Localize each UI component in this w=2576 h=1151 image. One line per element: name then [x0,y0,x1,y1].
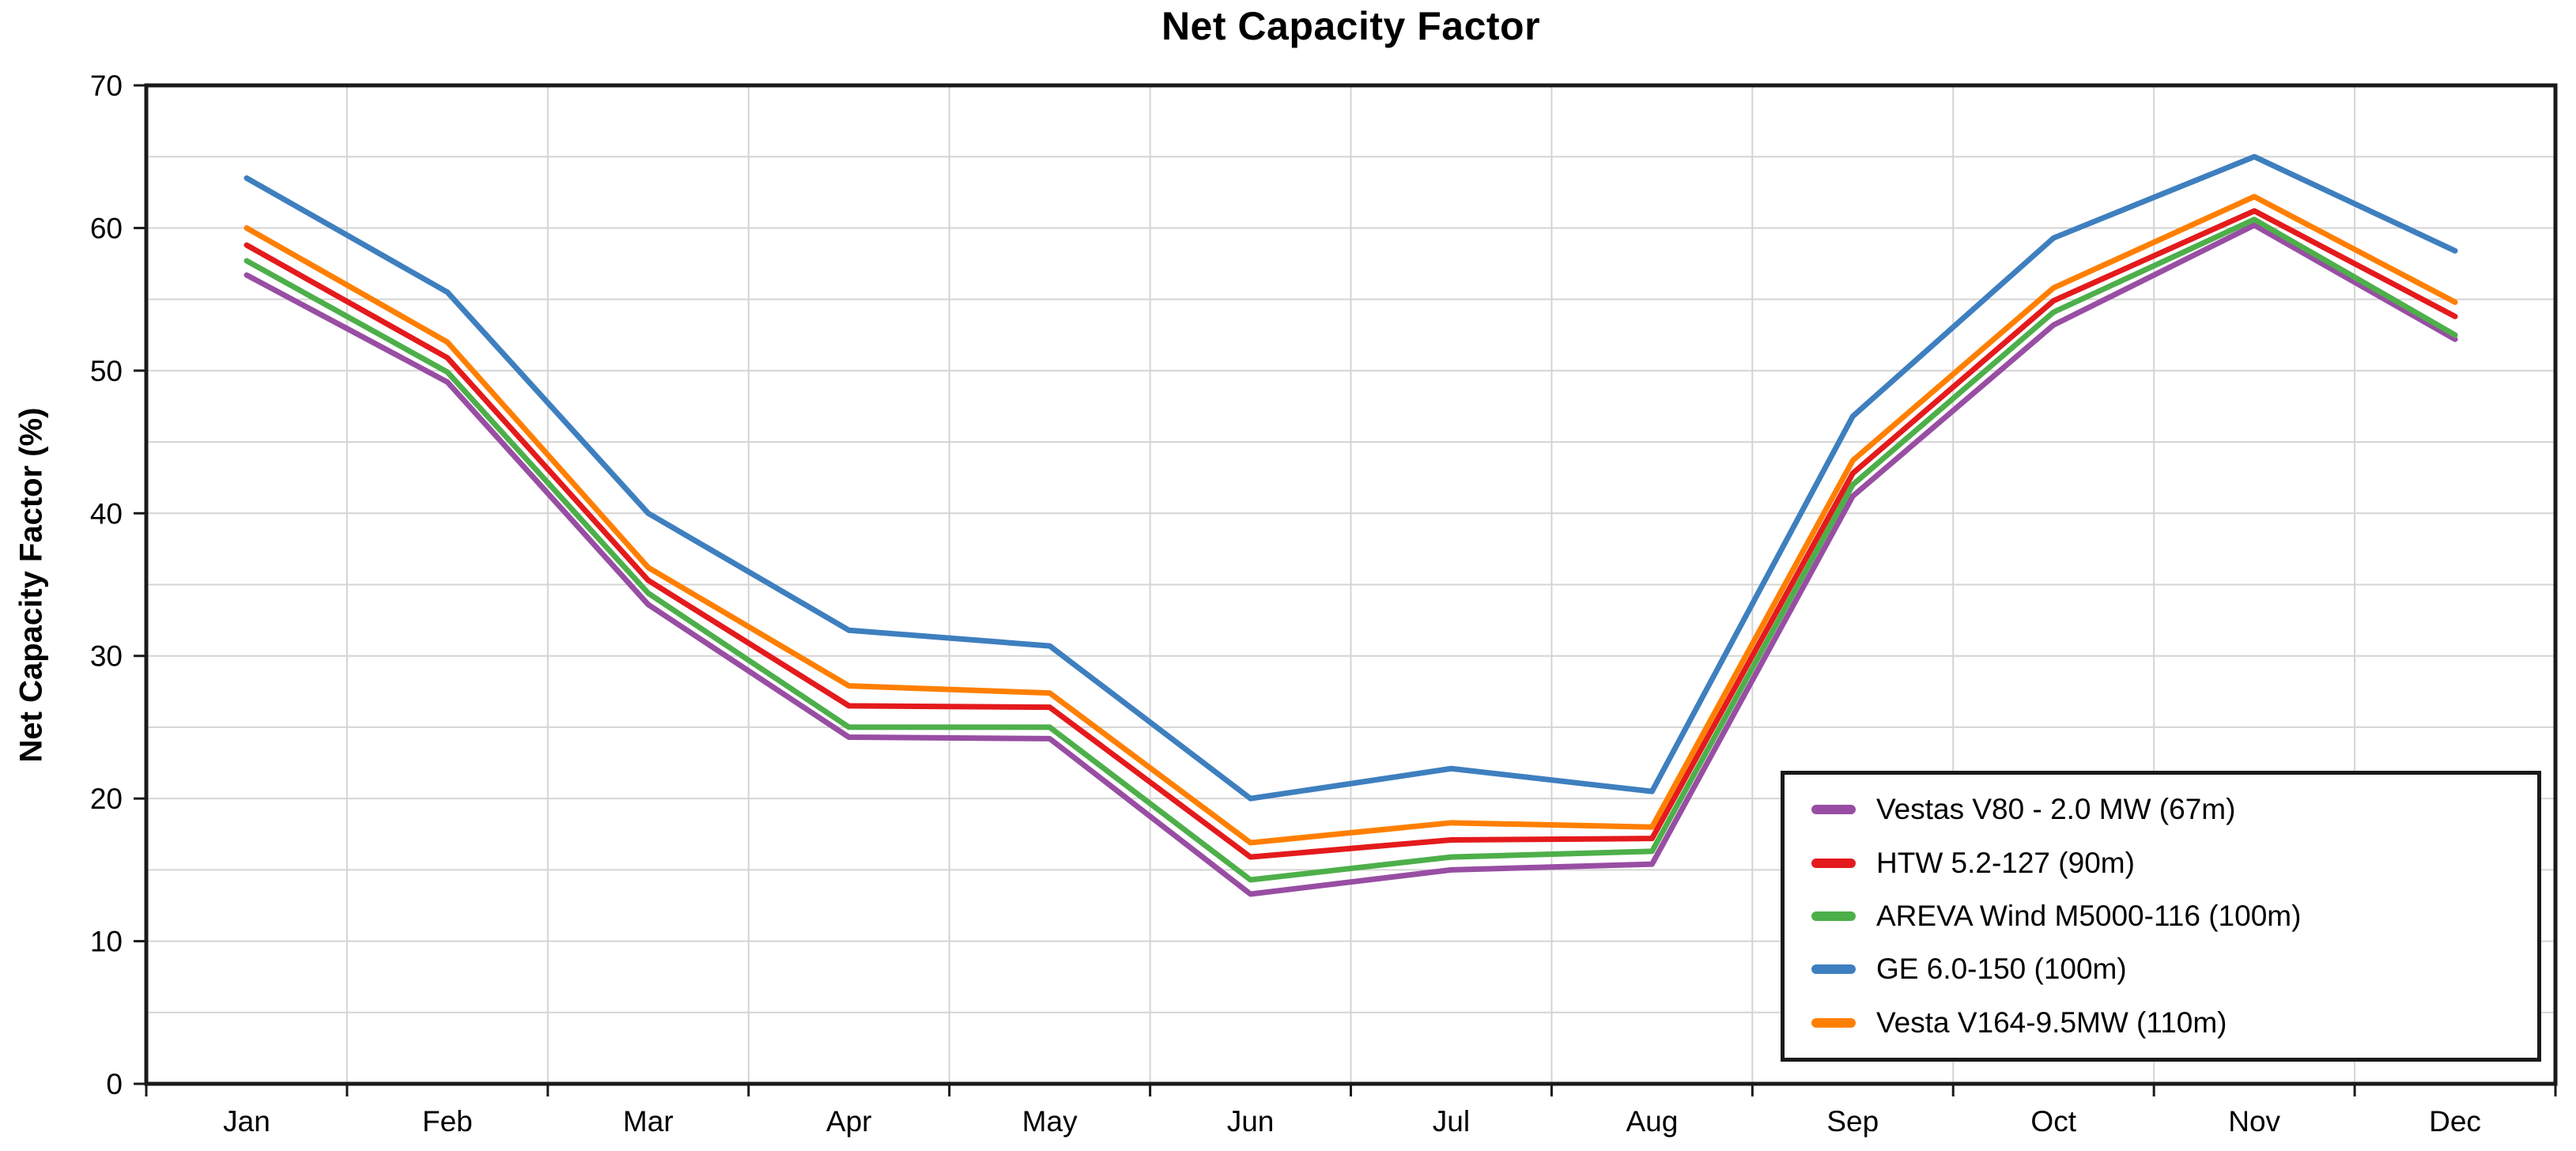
series-line-areva [244,217,2458,883]
legend-line-swatch [1811,964,1856,975]
y-tick-label: 20 [90,783,123,815]
legend: Vestas V80 - 2.0 MW (67m) HTW 5.2-127 (9… [1781,771,2541,1062]
x-tick-label: Sep [1826,1105,1879,1138]
y-tick-label: 40 [90,497,123,530]
y-tick-label: 0 [106,1068,123,1100]
x-tick-label: Mar [623,1105,674,1138]
x-tick-label: Nov [2228,1105,2280,1138]
y-axis-title: Net Capacity Factor (%) [13,407,49,763]
legend-item: HTW 5.2-127 (90m) [1811,840,2529,886]
x-tick-label: May [1022,1105,1078,1138]
legend-label: HTW 5.2-127 (90m) [1876,846,2135,879]
x-tick-label: Jun [1227,1105,1275,1138]
x-tick-label: Aug [1626,1105,1678,1138]
legend-line-swatch [1811,1017,1856,1028]
x-tick-label: Feb [422,1105,473,1138]
y-tick-label: 10 [90,926,123,958]
x-tick-label: Apr [826,1105,872,1138]
legend-line-swatch [1811,911,1856,921]
legend-item: Vestas V80 - 2.0 MW (67m) [1811,787,2529,832]
legend-label: Vestas V80 - 2.0 MW (67m) [1876,793,2236,826]
legend-item: GE 6.0-150 (100m) [1811,946,2529,992]
series-line-ge [244,153,2458,802]
chart-title: Net Capacity Factor [1161,4,1541,48]
x-tick-label: Jan [223,1105,270,1138]
x-tick-label: Oct [2030,1105,2076,1138]
x-tick-label: Dec [2429,1105,2481,1138]
legend-line-swatch [1811,805,1856,815]
legend-line-swatch [1811,858,1856,868]
legend-label: Vesta V164-9.5MW (110m) [1876,1006,2227,1039]
legend-label: AREVA Wind M5000-116 (100m) [1876,899,2302,932]
y-tick-label: 50 [90,355,123,387]
series-line-vesta [244,194,2458,846]
x-tick-label: Jul [1433,1105,1470,1138]
series-line-htw [244,208,2458,860]
legend-label: GE 6.0-150 (100m) [1876,953,2127,986]
y-tick-label: 60 [90,212,123,244]
y-tick-label: 30 [90,640,123,673]
legend-item: Vesta V164-9.5MW (110m) [1811,1000,2529,1046]
legend-item: AREVA Wind M5000-116 (100m) [1811,893,2529,939]
series-line-vestas [244,222,2458,897]
y-tick-label: 70 [90,70,123,102]
